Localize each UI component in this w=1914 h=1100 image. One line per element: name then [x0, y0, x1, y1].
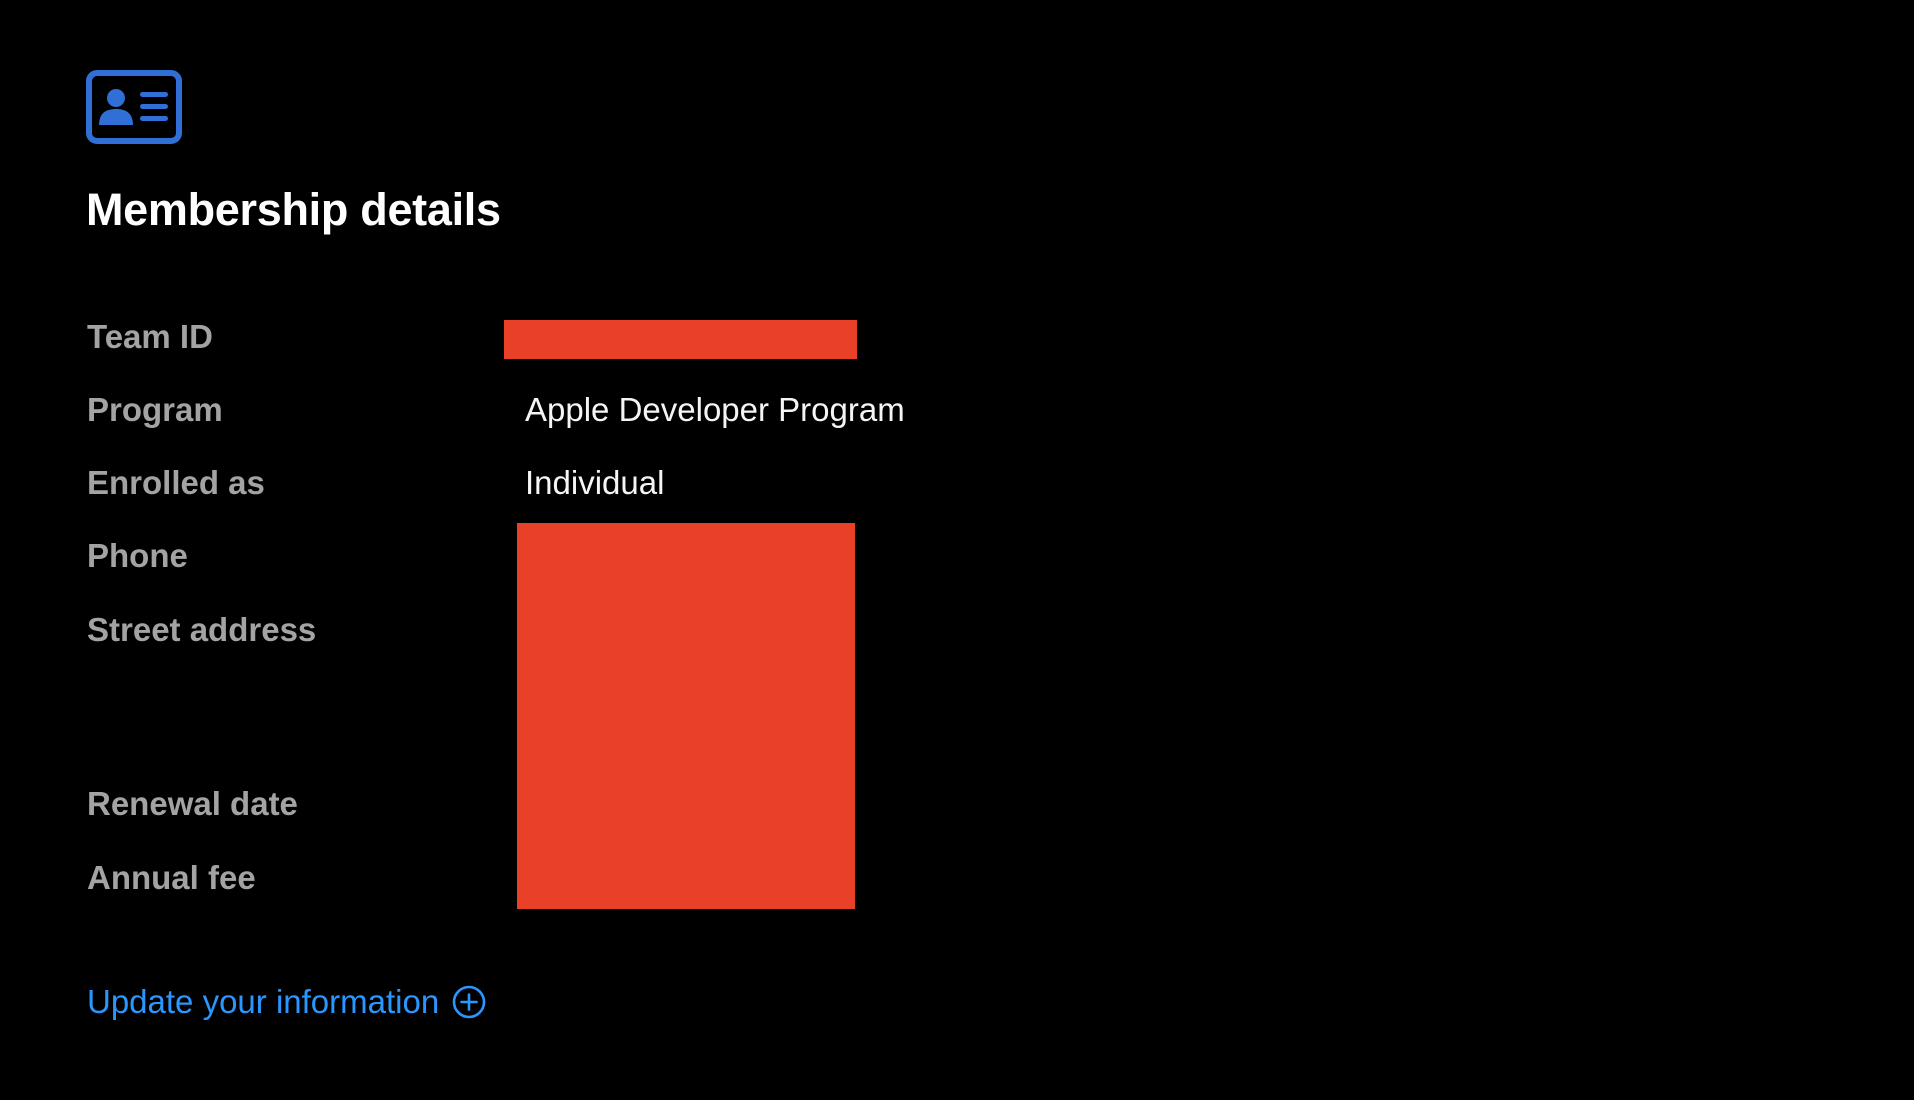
program-value: Apple Developer Program: [525, 391, 905, 428]
program-label: Program: [87, 391, 223, 428]
team-id-redaction: [504, 320, 857, 359]
personal-details-redaction: [517, 523, 855, 909]
enrolled-as-value: Individual: [525, 464, 665, 501]
enrolled-as-label: Enrolled as: [87, 464, 265, 501]
page-title: Membership details: [86, 184, 501, 235]
plus-circle-icon: [452, 985, 486, 1019]
update-information-link[interactable]: Update your information: [87, 982, 486, 1022]
street-address-label: Street address: [87, 611, 317, 648]
contact-card-icon: [86, 70, 182, 144]
phone-label: Phone: [87, 537, 188, 574]
renewal-date-label: Renewal date: [87, 785, 298, 822]
annual-fee-label: Annual fee: [87, 859, 256, 896]
team-id-label: Team ID: [87, 318, 213, 355]
update-information-label: Update your information: [87, 983, 440, 1020]
